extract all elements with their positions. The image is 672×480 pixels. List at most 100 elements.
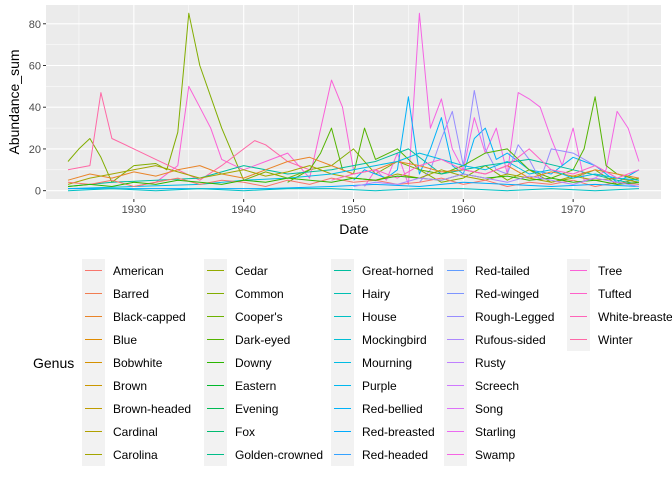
x-tick-label: 1950 <box>341 204 365 216</box>
x-tick-label: 1930 <box>122 204 146 216</box>
legend-label: Winter <box>598 333 633 347</box>
legend-item: Winter <box>567 328 633 351</box>
series-line-3 <box>133 79 354 187</box>
legend-item: Cedar <box>204 259 268 282</box>
y-tick-label: 20 <box>29 144 41 156</box>
legend-label: Carolina <box>113 448 158 462</box>
legend-label: Tree <box>598 264 623 278</box>
legend-label: Mockingbird <box>362 333 427 347</box>
legend-label: Rufous-sided <box>475 333 546 347</box>
legend-label: American <box>113 264 164 278</box>
legend-item: Screech <box>444 374 519 397</box>
legend-item: Red-headed <box>331 443 428 466</box>
legend-label: Cedar <box>235 264 268 278</box>
legend-item: Cardinal <box>82 420 158 443</box>
legend-item: Red-tailed <box>444 259 530 282</box>
legend-item: Swamp <box>444 443 515 466</box>
y-axis-title: Abundance_sum <box>6 49 22 154</box>
legend-item: Rusty <box>444 351 506 374</box>
legend-item: Cooper's <box>204 305 283 328</box>
legend-item: Brown <box>82 374 147 397</box>
legend-item: American <box>82 259 164 282</box>
legend-label: Dark-eyed <box>235 333 290 347</box>
legend-label: Red-headed <box>362 448 428 462</box>
legend-label: Brown <box>113 379 147 393</box>
legend-item: Song <box>444 397 503 420</box>
legend-item: Golden-crowned <box>204 443 323 466</box>
legend-label: Cooper's <box>235 310 283 324</box>
legend-item: Tree <box>567 259 623 282</box>
legend-item: Barred <box>82 282 149 305</box>
legend-item: Evening <box>204 397 278 420</box>
legend-item: Red-breasted <box>331 420 435 443</box>
x-axis-title: Date <box>339 221 369 237</box>
y-tick-label: 0 <box>35 186 41 198</box>
legend-label: Red-bellied <box>362 402 423 416</box>
legend-item: Mourning <box>331 351 412 374</box>
legend-label: White-breasted <box>598 310 672 324</box>
legend-item: Purple <box>331 374 397 397</box>
legend-label: Eastern <box>235 379 276 393</box>
legend-item: Tufted <box>567 282 632 305</box>
legend-item: Great-horned <box>331 259 433 282</box>
series-line-17 <box>67 188 640 192</box>
series-line-13 <box>67 177 640 187</box>
legend-item: Red-winged <box>444 282 539 305</box>
x-tick-label: 1940 <box>231 204 255 216</box>
legend-item: Blue <box>82 328 137 351</box>
legend-item: Hairy <box>331 282 390 305</box>
legend-label: Brown-headed <box>113 402 191 416</box>
legend-label: Red-winged <box>475 287 539 301</box>
legend-item: House <box>331 305 397 328</box>
legend-label: Starling <box>475 425 516 439</box>
legend-item: Fox <box>204 420 255 443</box>
legend-title: Genus <box>33 355 74 371</box>
x-tick-label: 1960 <box>451 204 475 216</box>
series-line-15 <box>68 181 640 190</box>
legend-label: House <box>362 310 397 324</box>
y-axis: 0 20 40 60 80 <box>29 19 46 198</box>
series-line-11 <box>67 152 640 190</box>
legend-item: Bobwhite <box>82 351 163 374</box>
legend-label: Golden-crowned <box>235 448 323 462</box>
legend-item: Eastern <box>204 374 276 397</box>
series-lines <box>67 12 640 192</box>
x-tick-label: 1970 <box>561 204 585 216</box>
legend-label: Mourning <box>362 356 412 370</box>
legend-item: Brown-headed <box>82 397 191 420</box>
legend-label: Blue <box>113 333 137 347</box>
legend-label: Cardinal <box>113 425 158 439</box>
legend-label: Common <box>235 287 284 301</box>
legend-label: Screech <box>475 379 519 393</box>
y-tick-label: 60 <box>29 60 41 72</box>
legend-item: Mockingbird <box>331 328 427 351</box>
legend: American Barred Black-capped Blue Bobwhite Br… <box>82 259 672 466</box>
legend-label: Swamp <box>475 448 515 462</box>
grid-lines <box>46 5 661 199</box>
series-line-7 <box>287 96 640 183</box>
legend-label: Hairy <box>362 287 390 301</box>
legend-label: Purple <box>362 379 397 393</box>
legend-label: Downy <box>235 356 272 370</box>
legend-label: Song <box>475 402 503 416</box>
legend-label: Tufted <box>598 287 632 301</box>
legend-label: Rusty <box>475 356 506 370</box>
legend-label: Red-breasted <box>362 425 435 439</box>
legend-item: White-breasted <box>567 305 672 328</box>
series-line-16 <box>353 173 640 187</box>
legend-item: Dark-eyed <box>204 328 290 351</box>
legend-label: Bobwhite <box>113 356 163 370</box>
y-tick-label: 40 <box>29 102 41 114</box>
y-tick-label: 80 <box>29 19 41 31</box>
legend-label: Red-tailed <box>475 264 530 278</box>
legend-label: Barred <box>113 287 149 301</box>
series-line-12 <box>331 148 640 181</box>
legend-item: Rough-Legged <box>444 305 554 328</box>
legend-item: Rufous-sided <box>444 328 546 351</box>
legend-label: Rough-Legged <box>475 310 554 324</box>
legend-item: Starling <box>444 420 516 443</box>
legend-label: Fox <box>235 425 255 439</box>
legend-label: Black-capped <box>113 310 186 324</box>
legend-item: Red-bellied <box>331 397 423 420</box>
